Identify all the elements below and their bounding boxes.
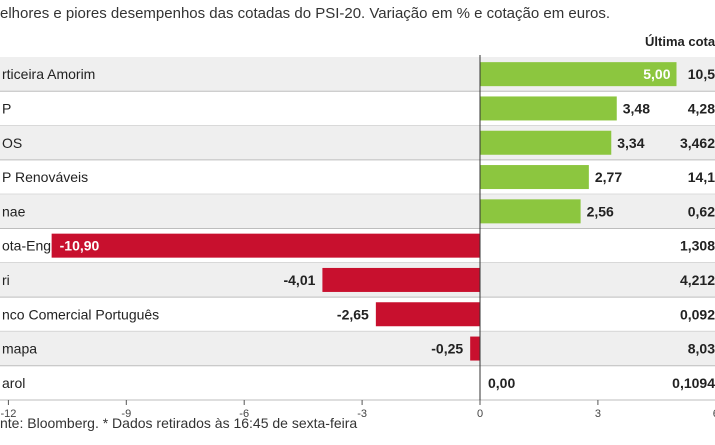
bar [480,96,617,121]
category-label: rticeira Amorim [2,66,95,82]
bar [322,267,480,292]
bar [480,62,677,87]
value-label: 3,34 [617,135,644,151]
x-tick-label: -6 [239,408,249,420]
bar [480,130,612,155]
x-tick-label: 3 [595,408,601,420]
category-label: ri [2,272,10,288]
category-label: ota-Engil [2,238,57,254]
price-value: 4,28 [688,100,715,116]
source-note: nte: Bloomberg. * Dados retirados às 16:… [0,415,358,431]
price-value: 10,5 [688,66,715,82]
x-tick-label: 6 [713,408,715,420]
chart-subtitle: elhores e piores desempenhos das cotadas… [0,5,611,22]
category-label: P Renováveis [2,169,88,185]
bar [480,165,589,190]
price-value: 0,092 [680,306,715,322]
x-tick-label: 0 [477,408,483,420]
value-label: 0,00 [488,375,515,391]
price-value: 8,03 [688,341,715,357]
row-band [0,331,715,366]
value-label: -4,01 [283,272,315,288]
bar [51,233,480,258]
x-tick-label: -9 [121,408,131,420]
row-band [0,194,715,229]
price-value: 3,462 [680,135,715,151]
category-label: P [2,100,11,116]
value-label: 3,48 [623,100,650,116]
value-label: -0,25 [431,341,463,357]
price-column-header: Última cotação [645,34,715,49]
price-value: 4,212 [680,272,715,288]
value-label: -10,90 [60,238,100,254]
bar [375,302,480,327]
value-label: -2,65 [337,306,369,322]
value-label: 2,77 [595,169,622,185]
category-label: OS [2,135,22,151]
price-value: 1,308 [680,238,715,254]
category-label: mapa [2,341,37,357]
category-label: nco Comercial Português [2,306,159,322]
price-value: 14,1 [688,169,715,185]
price-value: 0,62 [688,203,715,219]
value-label: 2,56 [587,203,614,219]
x-tick-label: -12 [0,408,16,420]
bar [480,199,581,224]
price-value: 0,1094 [672,375,715,391]
value-label: 5,00 [643,66,670,82]
bar [470,336,480,361]
x-tick-label: -3 [357,408,367,420]
category-label: arol [2,375,25,391]
category-label: nae [2,203,26,219]
